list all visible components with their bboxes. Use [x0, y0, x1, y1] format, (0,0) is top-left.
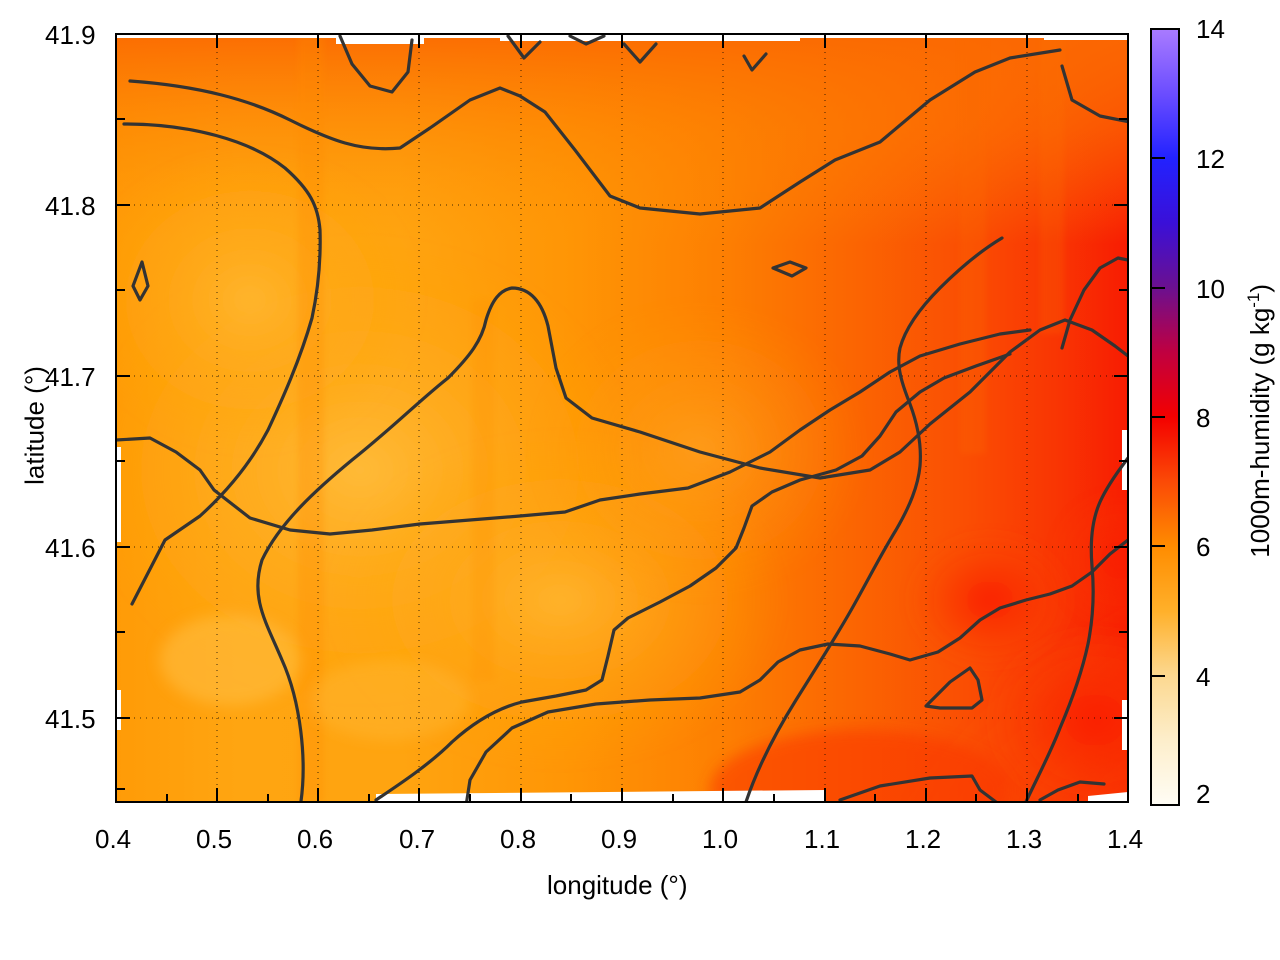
colorbar-tick-label-8: 8: [1196, 403, 1211, 433]
plot-gridlines: [116, 34, 1128, 802]
colorbar-tick-label-2: 2: [1196, 779, 1211, 809]
y-tick-label-0: 41.9: [45, 20, 96, 50]
contour-lines: [116, 34, 1128, 802]
colorbar-tick-label-4: 4: [1196, 662, 1211, 692]
colorbar: [1150, 28, 1180, 806]
colorbar-title-end: ): [1244, 283, 1275, 293]
y-tick-label-4: 41.5: [45, 704, 96, 734]
humidity-field: [116, 34, 1128, 802]
x-tick-label-8: 1.2: [905, 824, 942, 854]
colorbar-tick-label-10: 10: [1196, 274, 1225, 304]
colorbar-title: 1000m-humidity (g kg-1): [1244, 201, 1276, 641]
y-tick-label-3: 41.6: [45, 533, 96, 563]
colorbar-tickmarks: [1151, 157, 1165, 677]
x-tick-label-0: 0.4: [95, 824, 132, 854]
x-tick-label-10: 1.4: [1107, 824, 1144, 854]
x-tick-label-2: 0.6: [297, 824, 334, 854]
x-tick-label-9: 1.3: [1006, 824, 1043, 854]
colorbar-tick-label-12: 12: [1196, 144, 1225, 174]
y-tick-label-2: 41.7: [45, 362, 96, 392]
x-tick-label-7: 1.1: [804, 824, 841, 854]
colorbar-title-exponent: -1: [1244, 292, 1264, 308]
colorbar-tick-label-6: 6: [1196, 532, 1211, 562]
x-tick-label-5: 0.9: [601, 824, 638, 854]
x-tick-label-1: 0.5: [196, 824, 233, 854]
x-tick-label-4: 0.8: [500, 824, 537, 854]
x-tick-label-6: 1.0: [702, 824, 739, 854]
x-axis-title: longitude (°): [547, 870, 688, 900]
colorbar-tick-label-14: 14: [1196, 14, 1225, 44]
y-tick-label-1: 41.8: [45, 191, 96, 221]
y-axis-title: latitude (°): [19, 366, 50, 485]
colorbar-title-main: 1000m-humidity (g kg: [1244, 307, 1275, 558]
x-tick-label-3: 0.7: [399, 824, 436, 854]
axis-tickmarks: [115, 33, 1129, 802]
